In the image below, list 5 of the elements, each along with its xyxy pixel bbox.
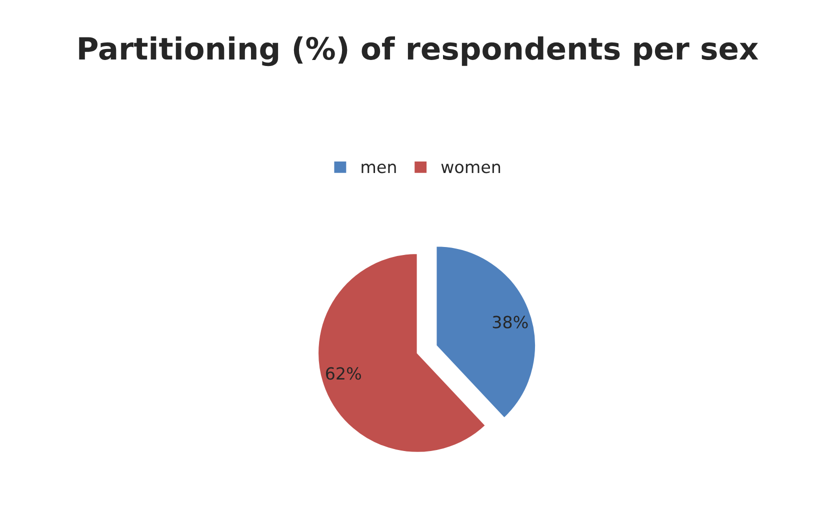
data-label: 38%	[492, 316, 528, 328]
legend-label: women	[441, 164, 500, 174]
chart-title: Partitioning (%) of respondents per sex	[79, 36, 758, 66]
legend-label: men	[362, 164, 396, 174]
data-label: 62%	[326, 367, 361, 380]
